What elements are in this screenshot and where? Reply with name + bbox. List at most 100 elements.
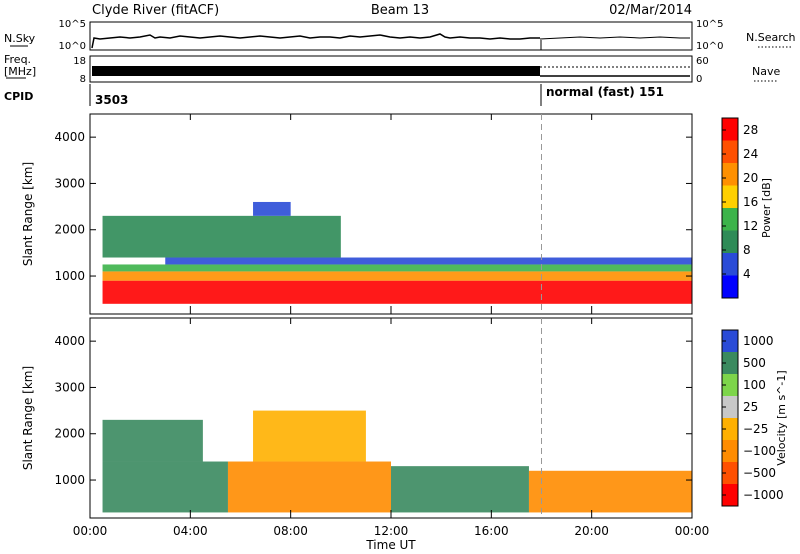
nsearch-trace [539,36,690,40]
freq-label-line2: [MHz] [4,65,36,78]
x-tick-label: 08:00 [273,524,308,538]
colorbar-swatch [722,185,738,208]
colorbar-tick-label: −25 [743,422,768,436]
power-colorbar-ticks: 4 8 12 16 20 24 28 [722,123,758,281]
velocity-colorbar-swatches [722,330,738,506]
colorbar-swatch [722,352,738,374]
cpid-entry-2: normal (fast) 151 [546,85,664,99]
y-tick-label: 3000 [54,176,85,190]
colorbar-swatch [722,330,738,352]
velocity-colorbar-label: Velocity [m s^-1] [775,370,788,465]
scatter-band [102,264,692,272]
y-tick-label: 2000 [54,427,85,441]
nsky-tick-bottom: 10^0 [59,41,86,52]
scatter-band [528,470,692,513]
colorbar-tick-label: 20 [743,171,758,185]
power-colorbar-swatches [722,118,738,298]
velocity-x-axis: 00:00 04:00 08:00 12:00 16:00 20:00 00:00 [73,318,710,538]
y-tick-label: 3000 [54,380,85,394]
nsky-tick-top: 10^5 [59,19,86,30]
nsearch-label: N.Search [746,31,796,44]
cpid-label: CPID [4,90,33,103]
freq-tick-top: 18 [73,56,86,67]
x-tick-label: 16:00 [474,524,509,538]
velocity-colorbar-ticks: 1000 500 100 25 −25 −100 −500 −1000 [722,334,784,502]
freq-tick-bottom: 8 [80,74,86,85]
colorbar-swatch [722,163,738,186]
colorbar-swatch [722,374,738,396]
y-tick-label: 4000 [54,334,85,348]
scatter-band [165,257,692,265]
colorbar-tick-label: −500 [743,466,776,480]
power-ylabel: Slant Range [km] [21,162,35,266]
freq-label-line1: Freq. [4,53,31,66]
velocity-panel: 1000 2000 3000 4000 00:00 04:00 08:00 12:00 16:… [21,317,710,552]
x-tick-label: 04:00 [173,524,208,538]
date-label: 02/Mar/2014 [609,3,692,18]
colorbar-tick-label: −100 [743,444,776,458]
scatter-band [102,280,692,304]
colorbar-swatch [722,230,738,253]
power-panel: 1000 2000 3000 4000 Slant Range [km] [21,113,693,315]
cpid-panel: CPID 3503 normal (fast) 151 [4,84,664,107]
nsearch-tick-bottom: 10^0 [696,41,723,52]
scatter-band [102,461,228,513]
colorbar-tick-label: 25 [743,400,758,414]
beam-label: Beam 13 [371,3,429,18]
freq-trace [92,66,540,76]
colorbar-tick-label: 16 [743,195,758,209]
x-tick-label: 00:00 [675,524,710,538]
nsearch-tick-top: 10^5 [696,19,723,30]
scatter-band [102,271,692,281]
colorbar-tick-label: 1000 [743,334,774,348]
scatter-band [102,215,341,258]
time-axis-label: Time UT [365,538,416,552]
colorbar-tick-label: 24 [743,147,758,161]
colorbar-tick-label: 500 [743,356,766,370]
colorbar-swatch [722,462,738,484]
colorbar-swatch [722,440,738,462]
power-y-axis: 1000 2000 3000 4000 [54,130,692,283]
colorbar-tick-label: 8 [743,243,751,257]
y-tick-label: 2000 [54,223,85,237]
x-tick-label: 20:00 [574,524,609,538]
velocity-y-axis: 1000 2000 3000 4000 [54,334,692,487]
y-tick-label: 4000 [54,130,85,144]
y-tick-label: 1000 [54,269,85,283]
nsky-panel: N.Sky 10^5 10^0 10^5 10^0 N.Search [4,19,796,52]
scatter-band [253,201,291,216]
colorbar-swatch [722,118,738,141]
colorbar-swatch [722,396,738,418]
power-colorbar-label: Power [dB] [760,178,773,238]
nave-label: Nave [752,65,780,78]
scatter-band [253,410,366,462]
colorbar-swatch [722,484,738,506]
nave-tick-top: 60 [696,56,709,67]
velocity-heatmap [102,410,692,513]
colorbar-swatch [722,275,738,298]
scatter-band [227,461,391,513]
colorbar-tick-label: 4 [743,267,751,281]
x-tick-label: 12:00 [374,524,409,538]
colorbar-swatch [722,418,738,440]
nsky-trace [91,33,540,49]
freq-panel: Freq. [MHz] 18 8 60 0 Nave [4,53,780,85]
power-colorbar: 4 8 12 16 20 24 28 Power [dB] [721,117,773,299]
y-tick-label: 1000 [54,473,85,487]
cpid-entry-1: 3503 [95,93,128,107]
nsky-label: N.Sky [4,32,36,45]
colorbar-tick-label: 12 [743,219,758,233]
scatter-band [102,419,203,462]
colorbar-swatch [722,253,738,276]
scatter-band [391,466,529,513]
colorbar-tick-label: −1000 [743,488,784,502]
colorbar-tick-label: 28 [743,123,758,137]
colorbar-swatch [722,140,738,163]
power-x-ticks [89,114,693,314]
radar-title: Clyde River (fitACF) [92,3,219,18]
nave-tick-bottom: 0 [696,74,702,85]
velocity-ylabel: Slant Range [km] [21,366,35,470]
colorbar-swatch [722,208,738,231]
colorbar-tick-label: 100 [743,378,766,392]
